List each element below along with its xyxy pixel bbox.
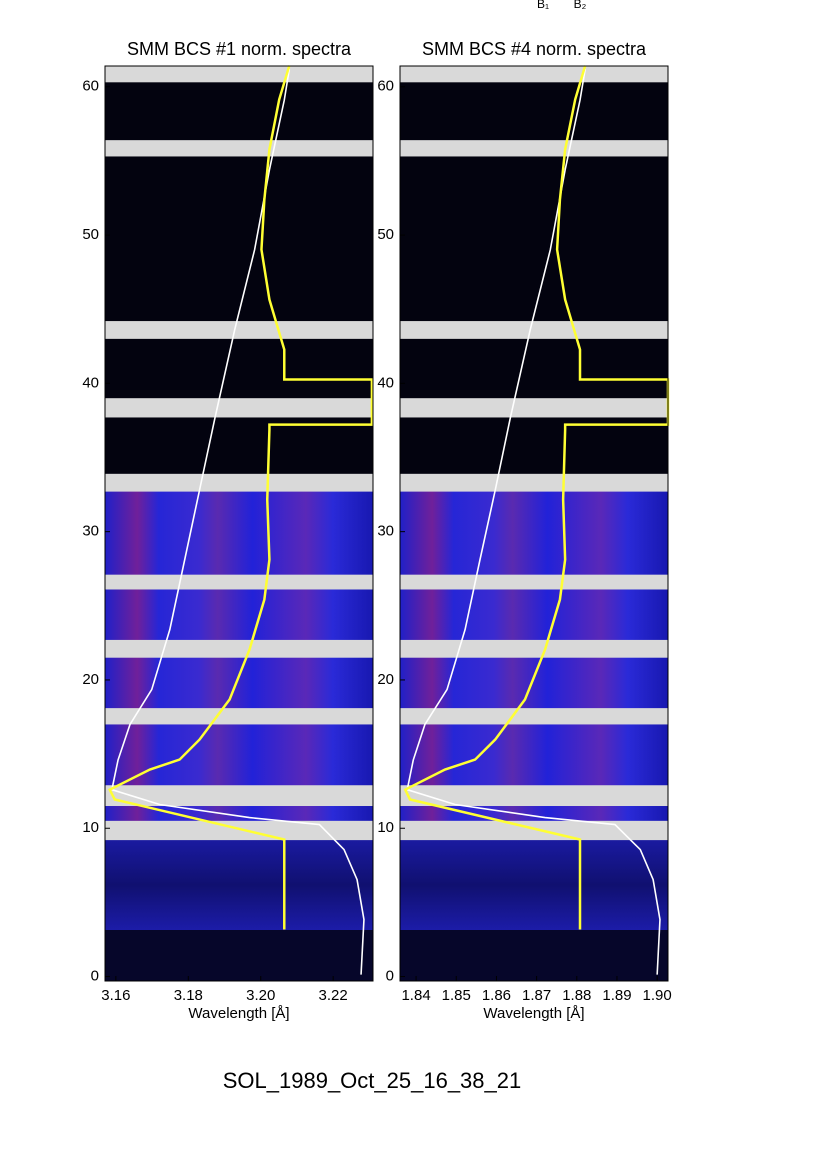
x-tick-label: 1.89	[602, 987, 631, 1004]
x-tick-label: 3.22	[319, 987, 348, 1004]
y-tick-label: 60	[82, 78, 99, 95]
x-tick-label: 3.18	[174, 987, 203, 1004]
y-tick-label: 50	[377, 226, 394, 243]
header-label: B₂	[574, 0, 587, 11]
data-gap	[400, 66, 668, 83]
data-gap	[400, 820, 668, 841]
spectrum-background	[400, 930, 668, 981]
x-tick-label: 1.88	[562, 987, 591, 1004]
data-gap	[400, 398, 668, 418]
footer-title: SOL_1989_Oct_25_16_38_21	[223, 1068, 521, 1093]
curve	[110, 68, 365, 975]
data-gap	[105, 321, 373, 339]
y-tick-label: 0	[386, 968, 394, 985]
chart-title: SMM BCS #1 norm. spectra	[127, 39, 352, 59]
y-tick-label: 40	[377, 374, 394, 391]
data-gap	[105, 66, 373, 83]
y-tick-label: 10	[82, 819, 99, 836]
data-gap	[105, 785, 373, 807]
x-tick-label: 1.86	[482, 987, 511, 1004]
plot-frame	[104, 65, 374, 982]
curve	[108, 65, 374, 930]
y-tick-label: 50	[82, 226, 99, 243]
header-label: B₁	[537, 0, 549, 11]
data-gap	[400, 785, 668, 807]
x-tick-label: 1.85	[442, 987, 471, 1004]
data-gap	[105, 639, 373, 658]
y-tick-label: 40	[82, 374, 99, 391]
spectrum-background	[105, 840, 373, 930]
data-gap	[105, 574, 373, 590]
x-tick-label: 3.16	[101, 987, 130, 1004]
x-tick-label: 1.87	[522, 987, 551, 1004]
spectrum-background	[400, 840, 668, 930]
spectrum-background	[105, 930, 373, 981]
data-gap	[400, 708, 668, 725]
data-gap	[105, 473, 373, 492]
data-gap	[105, 398, 373, 418]
data-gap	[400, 321, 668, 339]
data-gap	[400, 140, 668, 157]
curve	[406, 68, 661, 975]
y-tick-label: 60	[377, 78, 394, 95]
x-axis-label: Wavelength [Å]	[188, 1005, 289, 1022]
plot-frame	[399, 65, 669, 982]
data-gap	[105, 140, 373, 157]
curve	[403, 65, 670, 930]
y-tick-label: 30	[377, 523, 394, 540]
y-tick-label: 30	[82, 523, 99, 540]
data-gap	[105, 708, 373, 725]
y-tick-label: 20	[377, 671, 394, 688]
chart-title: SMM BCS #4 norm. spectra	[422, 39, 647, 59]
y-tick-label: 20	[82, 671, 99, 688]
x-tick-label: 1.90	[643, 987, 672, 1004]
data-gap	[105, 820, 373, 841]
data-gap	[400, 574, 668, 590]
y-tick-label: 0	[91, 968, 99, 985]
data-gap	[400, 639, 668, 658]
x-tick-label: 3.20	[246, 987, 275, 1004]
x-tick-label: 1.84	[401, 987, 430, 1004]
x-axis-label: Wavelength [Å]	[483, 1005, 584, 1022]
data-gap	[400, 473, 668, 492]
y-tick-label: 10	[377, 819, 394, 836]
